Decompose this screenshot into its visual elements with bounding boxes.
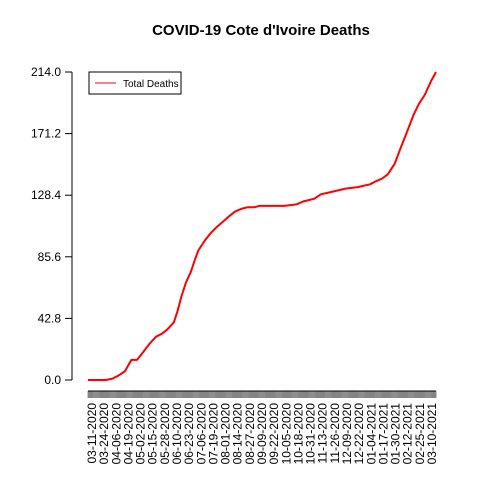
y-ticks: 0.0 42.8 85.6 128.4 171.2 214.0 <box>31 65 72 387</box>
chart-title: COVID-19 Cote d'Ivoire Deaths <box>152 22 370 39</box>
x-tick-labels: 03-11-202003-24-202004-06-202004-19-2020… <box>85 403 439 465</box>
x-ticks <box>88 391 436 398</box>
total-deaths-line <box>88 72 436 380</box>
legend-label-total-deaths: Total Deaths <box>123 79 179 90</box>
x-tick-label: 03-10-2021 <box>425 403 439 465</box>
legend: Total Deaths <box>89 72 181 94</box>
y-tick-label: 171.2 <box>31 127 61 141</box>
y-tick-label: 128.4 <box>31 188 61 202</box>
y-tick-label: 85.6 <box>38 250 62 264</box>
y-tick-label: 0.0 <box>44 373 61 387</box>
y-tick-label: 214.0 <box>31 65 61 79</box>
y-tick-label: 42.8 <box>38 311 62 325</box>
